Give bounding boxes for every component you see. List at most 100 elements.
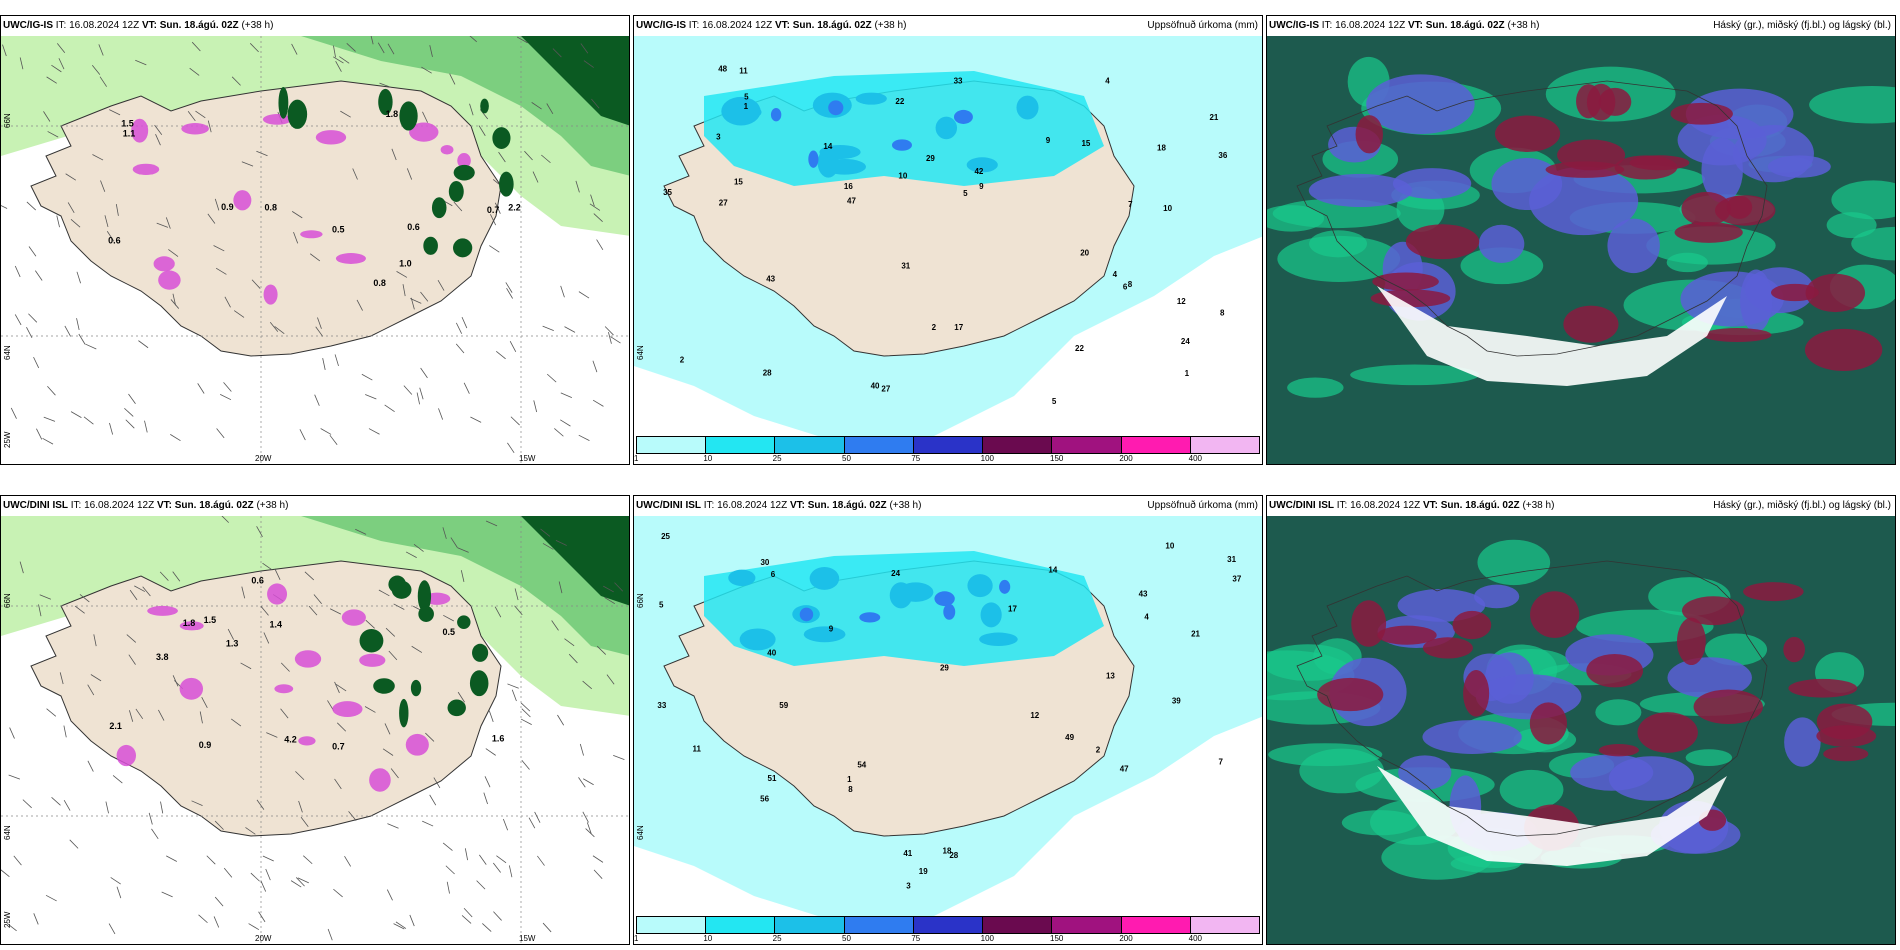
convective-cell [332, 701, 363, 717]
precip-value-label: 4.2 [284, 735, 297, 745]
colorbar-tick-label: 75 [911, 934, 921, 943]
wind-barb [112, 775, 123, 784]
wind-barb [92, 154, 104, 161]
wind-barb [614, 582, 624, 592]
accumulated-precip-value: 22 [1075, 344, 1084, 353]
wind-barb [214, 820, 224, 830]
wind-barb [85, 343, 97, 350]
wind-barb [402, 284, 406, 297]
high-cloud-patch [1557, 139, 1626, 171]
wind-barb [104, 215, 109, 228]
wind-barb [507, 442, 515, 454]
mid-cloud-patch [1392, 168, 1472, 199]
wind-barb [51, 64, 62, 73]
precip-area-very-heavy [828, 100, 844, 116]
valid-time-label: VT: [1420, 500, 1441, 511]
heavy-precip-cell [480, 98, 489, 114]
wind-barb [470, 416, 482, 423]
wind-barb [43, 111, 51, 122]
accumulated-precip-value: 40 [871, 382, 880, 391]
wind-barb [560, 419, 571, 427]
wind-barb [165, 217, 171, 229]
heavy-precip-cell [399, 698, 409, 728]
precip-value-label: 0.6 [407, 222, 420, 232]
wind-barb [158, 709, 165, 721]
low-cloud-patch [1267, 205, 1325, 232]
precip-area-very-heavy [943, 603, 956, 620]
wind-barb [606, 674, 615, 685]
wind-barb [511, 689, 517, 702]
wind-barb [446, 881, 450, 894]
wind-barb [99, 76, 107, 87]
heavy-precip-cell [472, 643, 489, 662]
precip-colorbar: 1 10 25 50 75 100 150 200 400 [634, 916, 1260, 943]
wind-barb [453, 201, 463, 212]
wind-barb [340, 110, 351, 118]
wind-barb [521, 760, 530, 770]
convective-cell [179, 677, 204, 700]
init-time-label: IT: [701, 500, 718, 511]
wind-barb [593, 213, 603, 223]
accumulated-precip-value: 16 [844, 182, 853, 191]
wind-barb [46, 708, 57, 717]
lat-tick-64n: 64N [3, 825, 12, 840]
wind-barb [313, 594, 322, 604]
low-cloud-patch [1809, 85, 1895, 124]
wind-barb [608, 331, 612, 344]
wind-barb [585, 828, 595, 838]
wind-barb [126, 634, 137, 643]
wind-barb [26, 201, 37, 211]
wind-barb [568, 653, 578, 664]
wind-barb [70, 218, 81, 228]
wind-barb [214, 198, 220, 211]
colorbar-tick-label: 25 [772, 454, 782, 463]
wind-barb [249, 43, 259, 53]
wind-barb [260, 605, 269, 616]
precip-value-label: 0.8 [373, 278, 386, 288]
wind-barb [370, 36, 374, 45]
precip-area-heavy [967, 574, 993, 598]
wind-barb [461, 316, 468, 329]
accumulated-precip-value: 54 [857, 761, 866, 770]
wind-barb [396, 271, 408, 278]
accumulated-precip-value: 10 [898, 172, 907, 181]
accumulated-precip-value: 37 [1232, 574, 1241, 583]
accumulated-precip-value: 24 [891, 569, 900, 578]
wind-barb [42, 437, 54, 445]
wind-barb [134, 585, 146, 592]
accumulated-precip-value: 9 [829, 625, 834, 634]
wind-barb [334, 681, 340, 694]
accumulated-precip-value: 30 [760, 558, 769, 567]
wind-barb [47, 386, 56, 396]
wind-barb [36, 428, 43, 440]
wind-barb [379, 82, 391, 88]
heavy-precip-cell [457, 615, 471, 629]
accumulated-precip-value: 59 [779, 701, 788, 710]
wind-barb [219, 394, 232, 401]
wind-barb [507, 683, 519, 689]
accumulated-precip-value: 11 [739, 66, 748, 75]
wind-barb [260, 880, 267, 892]
accumulated-precip-value: 10 [1165, 542, 1174, 551]
accumulated-precip-value: 47 [1120, 764, 1129, 773]
wind-barb [33, 913, 39, 925]
wind-barb [161, 891, 173, 898]
precip-area-very-heavy [859, 612, 881, 623]
wind-barb [33, 356, 40, 369]
heavy-precip-cell [391, 580, 412, 599]
wind-barb [91, 65, 101, 75]
wind-barb [300, 816, 309, 827]
wind-barb [540, 528, 551, 537]
wind-barb [388, 650, 398, 661]
mid-cloud-patch [1478, 224, 1525, 263]
accumulated-precip-value: 1 [1185, 369, 1190, 378]
mid-cloud-patch [1422, 720, 1522, 754]
wind-barb [457, 547, 469, 553]
wind-barb [386, 889, 393, 901]
wind-barb [83, 416, 94, 425]
model-name: UWC/DINI ISL [636, 500, 701, 511]
wind-barb [583, 778, 594, 786]
wind-barb [520, 718, 532, 726]
mid-cloud-patch [1366, 74, 1475, 135]
precip-value-label: 0.7 [487, 205, 500, 215]
